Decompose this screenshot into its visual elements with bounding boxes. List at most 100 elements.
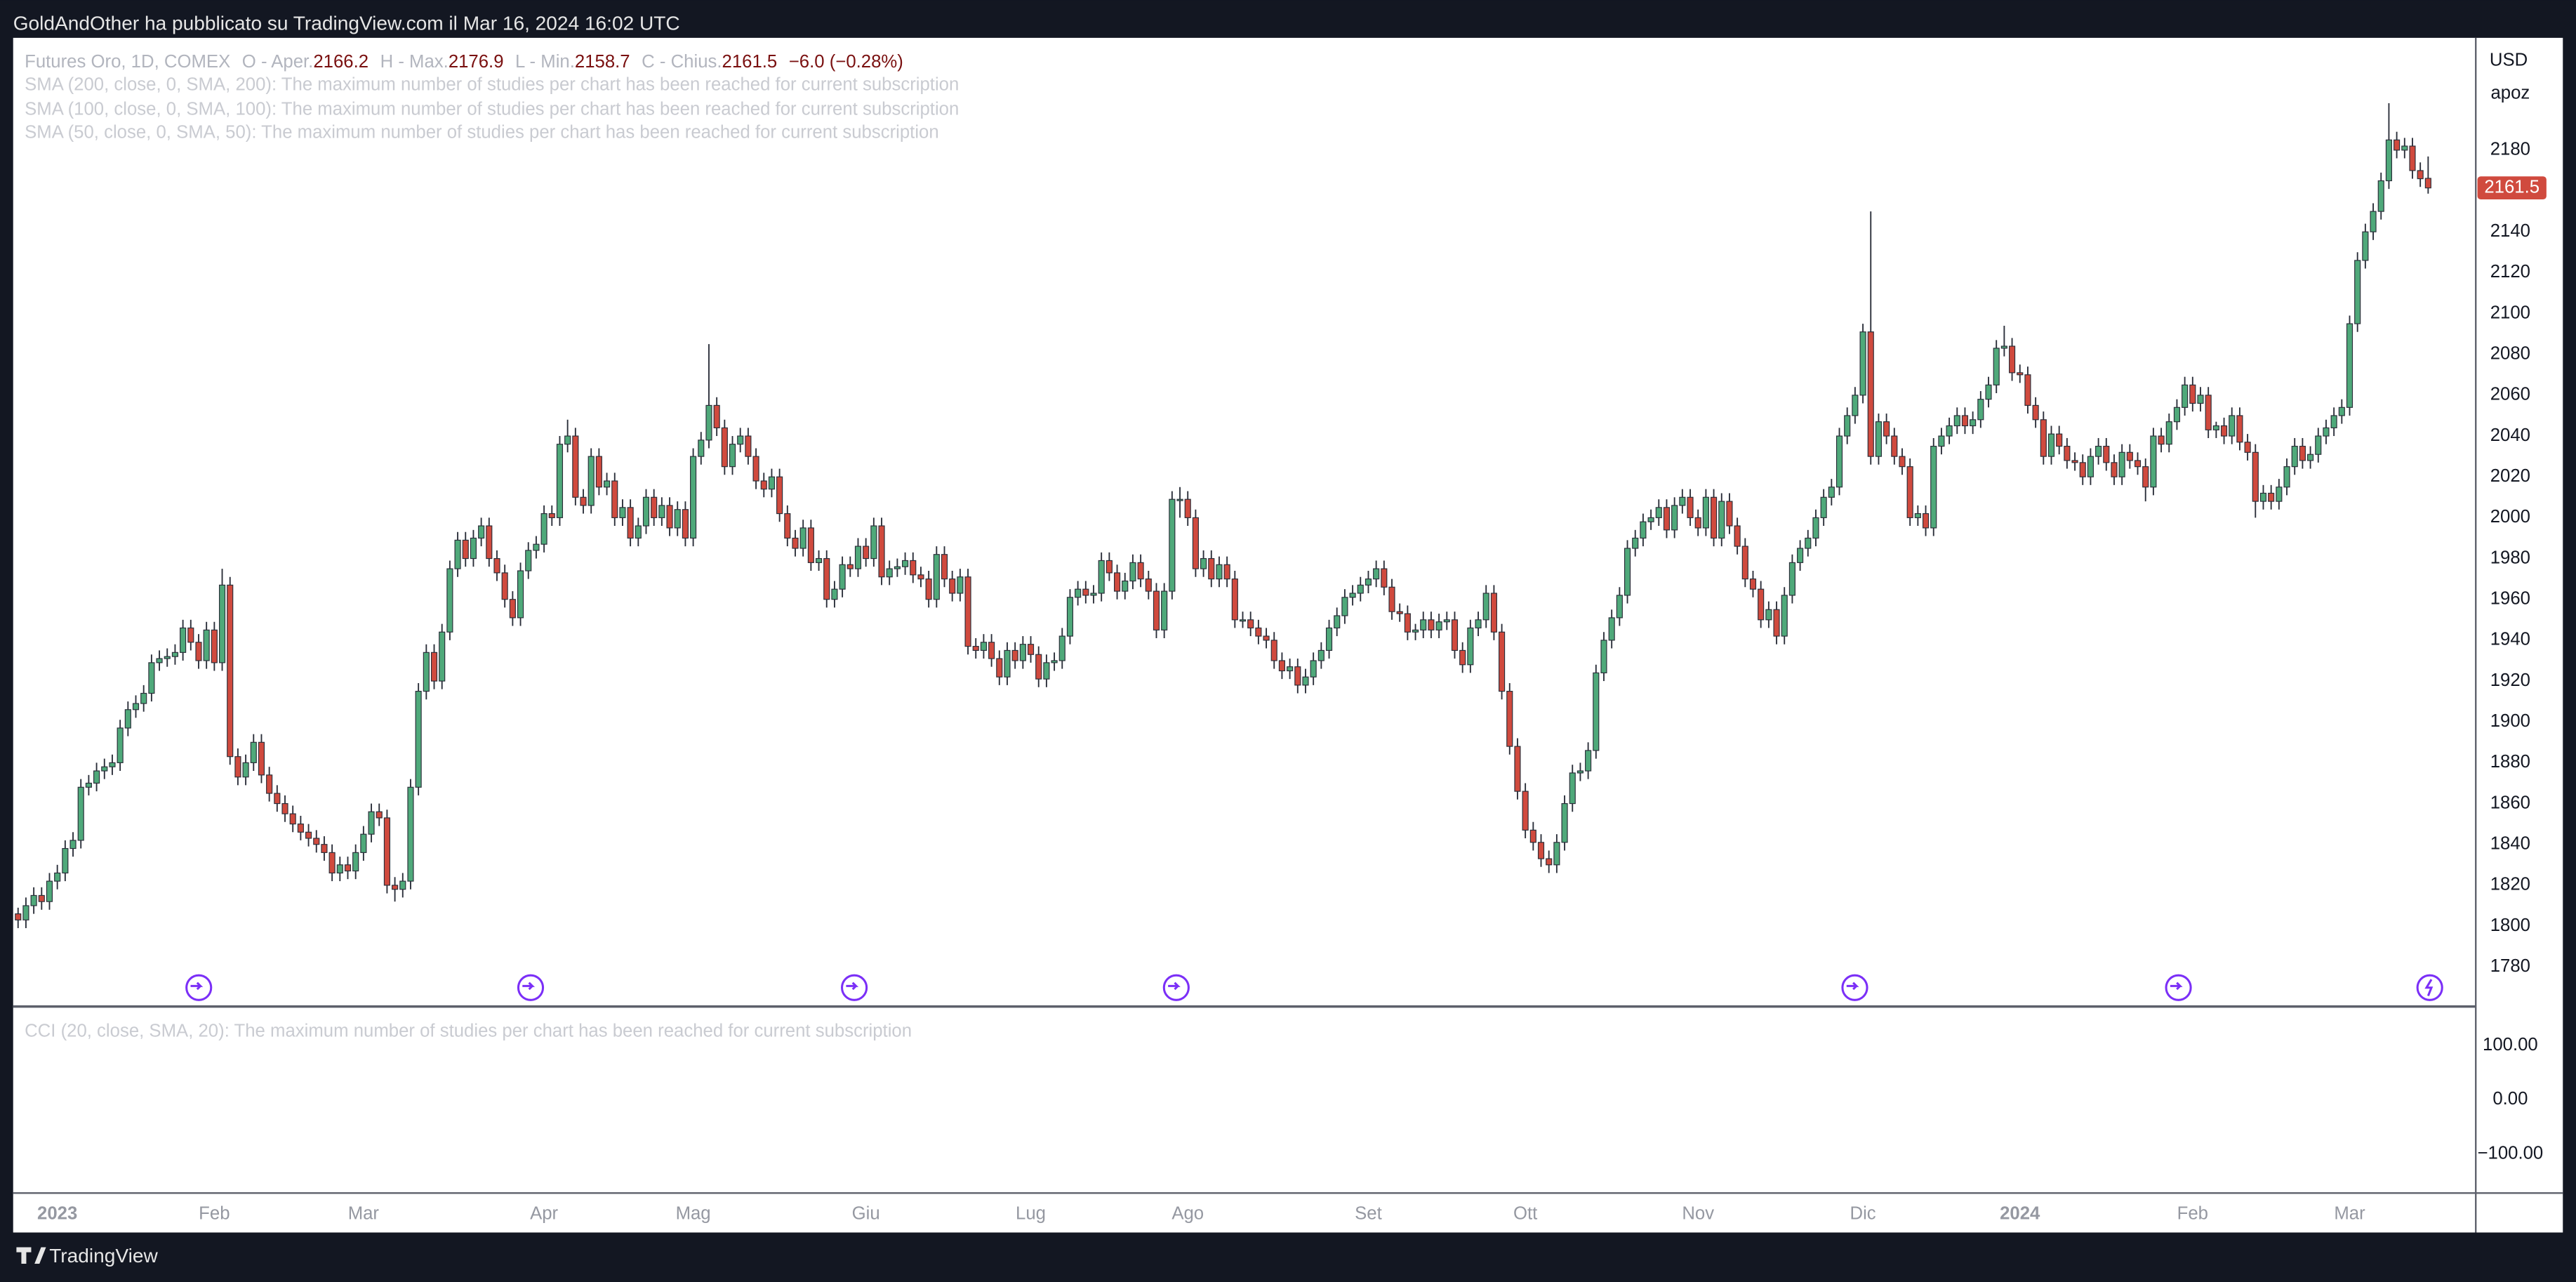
x-tick-label: Feb [2177,1204,2208,1224]
candle-body [666,505,673,529]
candle-body [988,642,995,659]
candle-body [2071,460,2078,463]
candle-body [1867,331,1874,457]
x-tick-label: Ott [1513,1204,1537,1224]
candle-body [227,584,234,758]
candle-body [642,496,650,527]
candle-body [2189,384,2196,404]
candle-body [1011,649,1018,661]
candle-body [737,435,744,445]
candle-body [258,741,265,776]
candle-body [925,579,932,600]
event-marker[interactable] [517,974,545,1001]
y-tick-label: 2120 [2490,262,2530,282]
candle-body [556,444,564,518]
candle-body [1961,415,1969,427]
candle-body [2385,139,2392,182]
candle-body [1325,627,1333,652]
candle-body [847,564,854,569]
candle-body [2220,425,2228,437]
candle-body [1953,415,1960,427]
candle-body [1859,331,1866,396]
candle-body [234,756,241,778]
candle-body [1734,525,1741,547]
event-marker[interactable] [841,974,868,1001]
legend-high-label: H - Max. [380,52,449,72]
candle-body [1184,498,1191,518]
candle-body [1066,597,1074,637]
candle-body [2244,442,2251,453]
candle-body [980,642,987,652]
candle-body [1145,579,1152,592]
event-marker[interactable] [2165,974,2192,1001]
candle-body [2165,421,2172,445]
currency-label[interactable]: USD [2490,50,2528,70]
candle-body [2338,407,2345,416]
y-tick-label: 2020 [2490,466,2530,486]
event-marker[interactable] [1162,974,1190,1001]
candle-body [540,513,547,545]
candle-body [886,568,893,578]
candle-body [1529,829,1536,843]
cci-tick-label: 0.00 [2492,1089,2528,1109]
event-marker[interactable] [1841,974,1868,1001]
x-tick-label: Ago [1171,1204,1204,1224]
candle-body [1192,517,1199,569]
candle-body [1977,399,1984,421]
candle-body [1058,635,1065,661]
candle-body [564,435,571,445]
candle-body [203,629,210,661]
candle-body [1946,425,1953,437]
candle-body [415,691,422,788]
y-tick-label: 1940 [2490,630,2530,649]
candle-body [627,507,634,539]
candle-body [1561,802,1568,843]
candle-body [1891,435,1898,457]
candle-body [752,456,759,482]
candle-body [407,786,414,882]
candle-body [1381,568,1388,588]
candle-body [1844,415,1851,437]
candle-body [1499,631,1506,692]
legend-open-label: O - Aper. [242,52,314,72]
candle-body [1341,597,1348,616]
candle-body [533,543,540,551]
candle-body [2212,425,2219,430]
candle-body [1357,584,1364,594]
legend-symbol: Futures Oro, 1D, COMEX [25,52,230,72]
candle-body [792,537,799,549]
candle-body [1467,627,1474,666]
candle-body [321,844,328,853]
candle-body [839,564,846,590]
candle-body [2409,145,2416,171]
candle-body [1255,627,1262,637]
candle-body [2268,492,2275,502]
candle-body [1106,560,1113,574]
candle-body [1616,595,1623,619]
candle-body [1223,564,1230,580]
candle-body [870,525,877,560]
candle-body [572,435,579,498]
candle-body [2064,445,2071,461]
candle-body [486,525,493,560]
candle-body [1373,568,1380,580]
y-tick-label: 1900 [2490,711,2530,731]
x-tick-label: 2024 [2000,1204,2040,1224]
event-marker[interactable] [2416,974,2443,1001]
candle-body [682,509,689,539]
candle-body [1993,348,2000,385]
candle-body [1930,445,1937,529]
legend-close-label: C - Chius. [642,52,722,72]
candle-body [807,527,814,563]
candle-body [1781,595,1788,637]
candle-body [1098,560,1105,594]
candle-body [1687,496,1694,518]
candle-body [1883,421,1890,437]
candle-body [1569,772,1576,805]
scale-mode-label[interactable]: apoz [2490,83,2530,103]
candle-body [274,793,281,805]
candle-body [2377,180,2384,212]
candle-body [957,576,964,594]
event-marker[interactable] [185,974,213,1001]
candle-body [360,833,367,853]
